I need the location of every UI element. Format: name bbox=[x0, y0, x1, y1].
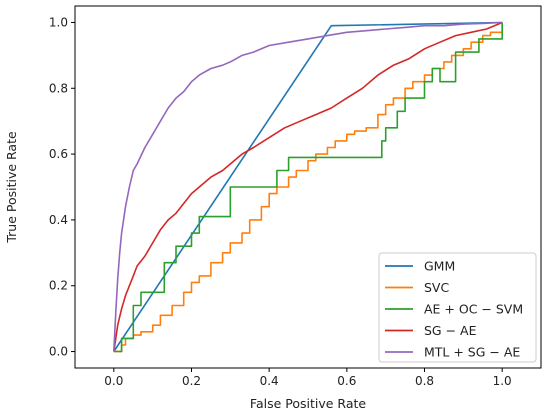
y-axis: 0.0 0.2 0.4 0.6 0.8 1.0 bbox=[49, 15, 75, 359]
plot-frame bbox=[74, 5, 542, 369]
x-tick-label: 0.6 bbox=[337, 374, 356, 388]
x-tick-label: 0.0 bbox=[104, 374, 123, 388]
y-tick-label: 0.2 bbox=[49, 279, 68, 293]
y-tick-label: 0.0 bbox=[49, 345, 68, 359]
legend-label: SVC bbox=[424, 280, 449, 295]
series-line-3 bbox=[113, 21, 503, 352]
legend: GMM SVC AE + OC − SVM SG − AE MTL + SG − AE bbox=[378, 252, 537, 363]
x-axis-label: False Positive Rate bbox=[250, 396, 366, 411]
legend-label: AE + OC − SVM bbox=[424, 302, 523, 317]
x-tick-label: 0.8 bbox=[415, 374, 434, 388]
series-line-2 bbox=[113, 22, 504, 353]
x-tick-label: 1.0 bbox=[493, 374, 512, 388]
y-tick-label: 1.0 bbox=[49, 15, 68, 29]
y-tick-label: 0.8 bbox=[49, 81, 68, 95]
y-tick-label: 0.6 bbox=[49, 147, 68, 161]
legend-label: SG − AE bbox=[424, 323, 477, 338]
series-line-4 bbox=[113, 21, 503, 352]
y-axis-label: True Positive Rate bbox=[4, 131, 19, 244]
x-axis: 0.0 0.2 0.4 0.6 0.8 1.0 bbox=[104, 368, 512, 388]
legend-label: GMM bbox=[424, 259, 455, 274]
x-tick-label: 0.4 bbox=[260, 374, 279, 388]
y-tick-label: 0.4 bbox=[49, 213, 68, 227]
plot-lines bbox=[113, 21, 504, 353]
x-tick-label: 0.2 bbox=[182, 374, 201, 388]
legend-box bbox=[378, 252, 537, 363]
legend-label: MTL + SG − AE bbox=[424, 345, 520, 360]
series-line-0 bbox=[113, 21, 503, 352]
